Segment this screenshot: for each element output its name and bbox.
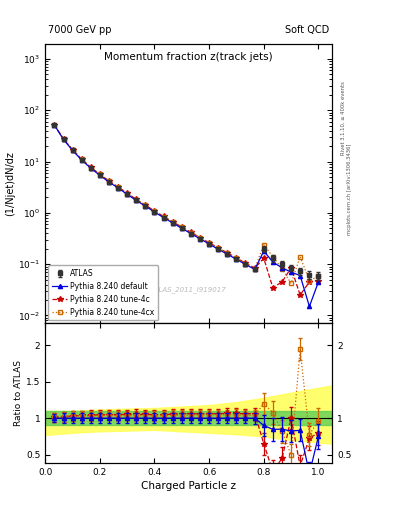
Y-axis label: (1/Njet)dN/dz: (1/Njet)dN/dz: [5, 151, 15, 216]
Text: Soft QCD: Soft QCD: [285, 25, 329, 35]
Text: mcplots.cern.ch [arXiv:1306.3436]: mcplots.cern.ch [arXiv:1306.3436]: [347, 144, 352, 235]
Text: ATLAS_2011_I919017: ATLAS_2011_I919017: [151, 286, 226, 293]
Text: Rivet 3.1.10, ≥ 400k events: Rivet 3.1.10, ≥ 400k events: [341, 81, 346, 155]
Legend: ATLAS, Pythia 8.240 default, Pythia 8.240 tune-4c, Pythia 8.240 tune-4cx: ATLAS, Pythia 8.240 default, Pythia 8.24…: [48, 265, 158, 321]
Y-axis label: Ratio to ATLAS: Ratio to ATLAS: [14, 360, 23, 426]
Text: Momentum fraction z(track jets): Momentum fraction z(track jets): [104, 52, 273, 62]
X-axis label: Charged Particle z: Charged Particle z: [141, 481, 236, 492]
Text: 7000 GeV pp: 7000 GeV pp: [48, 25, 112, 35]
